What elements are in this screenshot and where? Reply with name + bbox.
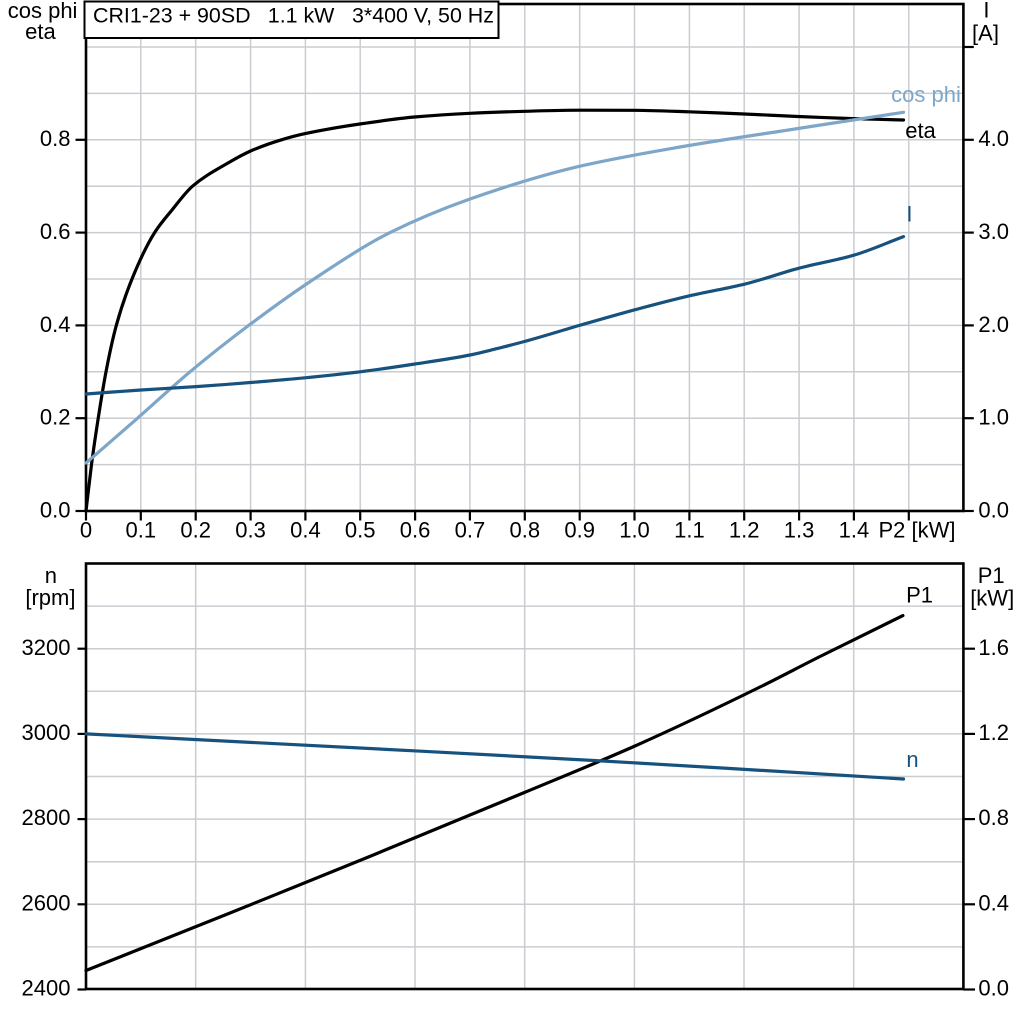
svg-text:cos phi: cos phi <box>891 82 961 107</box>
svg-text:[kW]: [kW] <box>970 585 1014 610</box>
svg-text:1.0: 1.0 <box>978 405 1009 430</box>
svg-text:0.1: 0.1 <box>126 518 157 543</box>
svg-text:P1: P1 <box>978 563 1005 588</box>
svg-text:1.1: 1.1 <box>674 518 705 543</box>
svg-text:I: I <box>983 0 989 23</box>
svg-text:cos phi: cos phi <box>8 0 78 23</box>
svg-text:0.4: 0.4 <box>978 890 1009 915</box>
svg-text:3200: 3200 <box>22 635 71 660</box>
svg-text:0.9: 0.9 <box>564 518 595 543</box>
svg-text:1.2: 1.2 <box>729 518 760 543</box>
svg-text:0.4: 0.4 <box>40 312 71 337</box>
svg-text:1.6: 1.6 <box>978 635 1009 660</box>
svg-text:[rpm]: [rpm] <box>25 585 75 610</box>
svg-text:1.4: 1.4 <box>839 518 870 543</box>
svg-text:2800: 2800 <box>22 805 71 830</box>
svg-text:n: n <box>45 563 57 588</box>
svg-text:0.0: 0.0 <box>978 976 1009 1001</box>
svg-text:4.0: 4.0 <box>978 126 1009 151</box>
svg-text:0.6: 0.6 <box>400 518 431 543</box>
svg-text:0.2: 0.2 <box>40 405 71 430</box>
svg-text:1.1 kW: 1.1 kW <box>268 4 335 28</box>
svg-text:0.5: 0.5 <box>345 518 376 543</box>
svg-text:0.8: 0.8 <box>40 126 71 151</box>
svg-text:0.0: 0.0 <box>40 497 71 522</box>
svg-text:1.2: 1.2 <box>978 720 1009 745</box>
svg-text:0.3: 0.3 <box>235 518 266 543</box>
svg-text:2600: 2600 <box>22 890 71 915</box>
svg-text:0.7: 0.7 <box>455 518 486 543</box>
svg-text:I: I <box>906 202 912 227</box>
svg-text:0.2: 0.2 <box>180 518 211 543</box>
svg-text:0.0: 0.0 <box>978 497 1009 522</box>
svg-text:0: 0 <box>80 518 92 543</box>
svg-text:0.6: 0.6 <box>40 219 71 244</box>
svg-text:eta: eta <box>25 19 56 44</box>
svg-text:0.8: 0.8 <box>978 805 1009 830</box>
svg-text:n: n <box>906 747 918 772</box>
svg-text:[A]: [A] <box>972 21 999 46</box>
svg-text:2.0: 2.0 <box>978 312 1009 337</box>
svg-text:P1: P1 <box>906 583 933 608</box>
svg-text:0.8: 0.8 <box>510 518 541 543</box>
svg-text:P2 [kW]: P2 [kW] <box>878 518 955 543</box>
svg-text:eta: eta <box>905 118 936 143</box>
svg-text:2400: 2400 <box>22 976 71 1001</box>
svg-text:3*400 V, 50 Hz: 3*400 V, 50 Hz <box>352 4 494 28</box>
svg-text:3000: 3000 <box>22 720 71 745</box>
svg-text:CRI1-23 + 90SD: CRI1-23 + 90SD <box>93 4 251 28</box>
svg-text:0.4: 0.4 <box>290 518 321 543</box>
svg-text:1.0: 1.0 <box>619 518 650 543</box>
svg-text:3.0: 3.0 <box>978 219 1009 244</box>
svg-text:1.3: 1.3 <box>784 518 815 543</box>
